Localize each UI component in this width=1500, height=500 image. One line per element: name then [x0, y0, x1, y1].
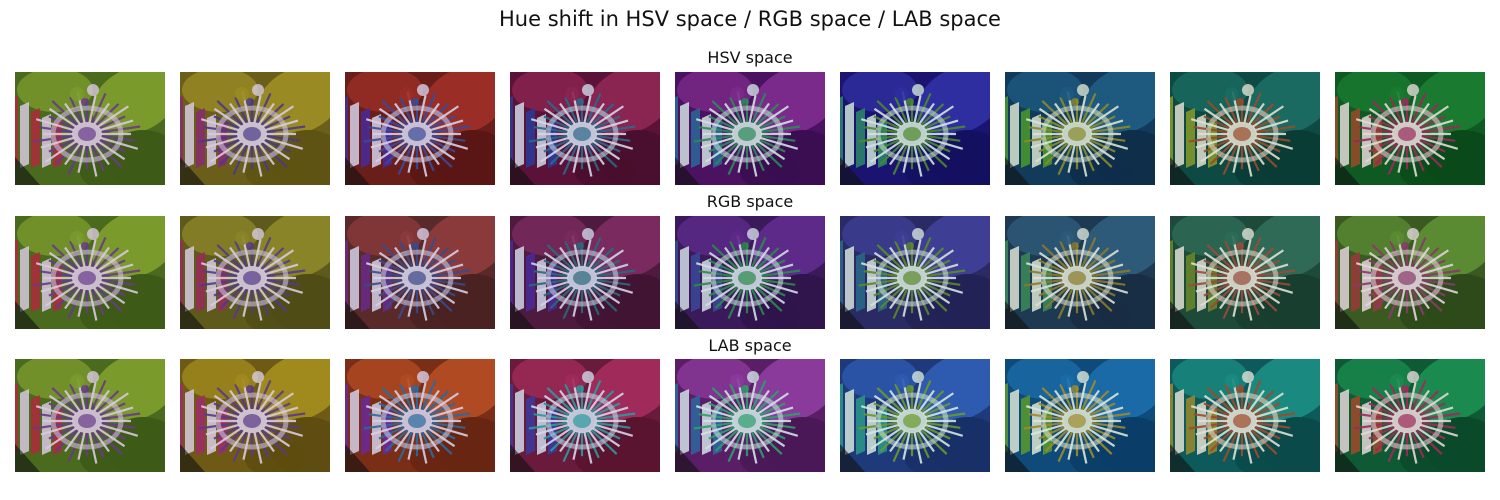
flower-image — [1170, 216, 1320, 329]
thumbnail-row-rgb — [0, 216, 1500, 330]
flower-image — [1335, 72, 1485, 185]
thumbnail-hsv-7 — [1005, 72, 1155, 185]
thumbnail-rgb-8 — [1170, 216, 1320, 329]
thumbnail-hsv-8 — [1170, 72, 1320, 185]
thumbnail-lab-3 — [345, 359, 495, 472]
flower-image — [510, 72, 660, 185]
figure-title: Hue shift in HSV space / RGB space / LAB… — [499, 7, 1001, 31]
flower-image — [180, 216, 330, 329]
flower-image — [510, 359, 660, 472]
thumbnail-hsv-9 — [1335, 72, 1485, 185]
thumbnail-lab-4 — [510, 359, 660, 472]
flower-image — [345, 72, 495, 185]
flower-image — [1170, 72, 1320, 185]
thumbnail-lab-1 — [15, 359, 165, 472]
thumbnail-lab-8 — [1170, 359, 1320, 472]
thumbnail-lab-2 — [180, 359, 330, 472]
flower-image — [1335, 216, 1485, 329]
thumbnail-lab-5 — [675, 359, 825, 472]
flower-image — [1005, 359, 1155, 472]
flower-image — [675, 72, 825, 185]
row-title-lab: LAB space — [708, 336, 792, 355]
flower-image — [15, 72, 165, 185]
flower-image — [840, 72, 990, 185]
flower-image — [1005, 216, 1155, 329]
flower-image — [840, 359, 990, 472]
thumbnail-hsv-3 — [345, 72, 495, 185]
flower-image — [1170, 359, 1320, 472]
row-title-rgb: RGB space — [706, 192, 794, 211]
thumbnail-rgb-3 — [345, 216, 495, 329]
thumbnail-row-hsv — [0, 72, 1500, 186]
thumbnail-hsv-2 — [180, 72, 330, 185]
thumbnail-lab-9 — [1335, 359, 1485, 472]
flower-image — [15, 216, 165, 329]
thumbnail-rgb-2 — [180, 216, 330, 329]
flower-image — [675, 216, 825, 329]
thumbnail-rgb-7 — [1005, 216, 1155, 329]
flower-image — [345, 359, 495, 472]
thumbnail-lab-7 — [1005, 359, 1155, 472]
thumbnail-rgb-1 — [15, 216, 165, 329]
thumbnail-hsv-5 — [675, 72, 825, 185]
flower-image — [15, 359, 165, 472]
flower-image — [675, 359, 825, 472]
thumbnail-hsv-4 — [510, 72, 660, 185]
thumbnail-rgb-9 — [1335, 216, 1485, 329]
flower-image — [1005, 72, 1155, 185]
thumbnail-rgb-6 — [840, 216, 990, 329]
thumbnail-hsv-1 — [15, 72, 165, 185]
thumbnail-rgb-4 — [510, 216, 660, 329]
flower-image — [180, 72, 330, 185]
thumbnail-rgb-5 — [675, 216, 825, 329]
thumbnail-lab-6 — [840, 359, 990, 472]
flower-image — [510, 216, 660, 329]
flower-image — [180, 359, 330, 472]
flower-image — [840, 216, 990, 329]
thumbnail-row-lab — [0, 359, 1500, 473]
row-title-hsv: HSV space — [707, 48, 793, 67]
thumbnail-hsv-6 — [840, 72, 990, 185]
flower-image — [1335, 359, 1485, 472]
flower-image — [345, 216, 495, 329]
